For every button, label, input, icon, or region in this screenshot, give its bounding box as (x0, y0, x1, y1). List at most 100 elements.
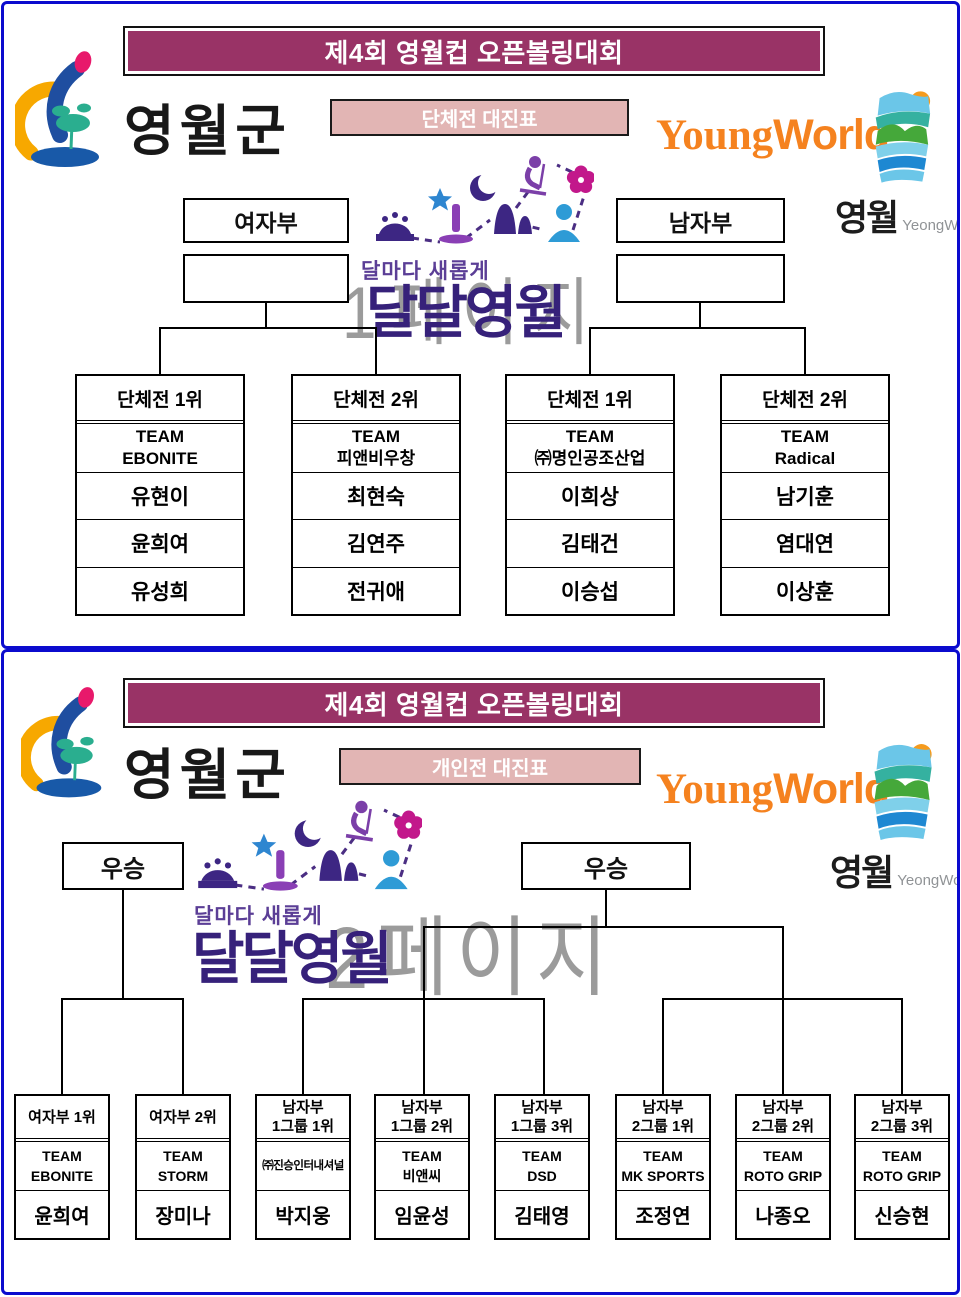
team-name-line2: ㈜명인공조산업 (534, 449, 646, 468)
team-name-line1: TEAM (565, 427, 615, 446)
rank-line1: 남자부 (401, 1099, 443, 1116)
yeongwol-county-wordmark: 영월군 (124, 744, 291, 806)
yeongwol-kr-text: 영월 (835, 197, 899, 238)
player-name: 임윤성 (394, 1206, 450, 1228)
entry-team: TEAM MK SPORTS (617, 1142, 709, 1191)
team-name-line1: TEAM (882, 1148, 922, 1164)
player-name: 이상훈 (776, 580, 834, 604)
title-banner: 제4회 영월컵 오픈볼링대회 (123, 26, 825, 76)
entry-rank: 남자부 2그룹 1위 (617, 1096, 709, 1139)
team-rank: 단체전 1위 (77, 376, 243, 421)
player-name: 유현이 (77, 473, 243, 521)
team-name-line1: TEAM (163, 1148, 203, 1164)
subtitle-banner: 개인전 대진표 (339, 748, 641, 785)
team-name-line2: STORM (157, 1168, 209, 1184)
winner-label: 우승 (100, 855, 146, 883)
team-name-line2: ㈜진승인터내셔널 (262, 1160, 344, 1172)
team-table: 단체전 1위 TEAM EBONITE 유현이 윤희여 유성희 (75, 374, 245, 616)
yeongwol-kr-text: 영월 (830, 852, 894, 893)
division-label: 남자부 (668, 209, 733, 236)
bracket-line (782, 998, 784, 1094)
double-divider (376, 1139, 468, 1142)
entry-rank: 남자부 1그룹 3위 (496, 1096, 588, 1139)
page-1-team-bracket: 제4회 영월컵 오픈볼링대회 영월군 단체전 대진표 YoungWorld (1, 1, 960, 649)
player-name: 이희상 (507, 473, 673, 521)
yeongwol-en-text: YeongWol (902, 217, 959, 234)
bracket-line (804, 327, 806, 376)
player-name: 염대연 (722, 520, 888, 568)
double-divider (137, 1139, 229, 1142)
team-name-line1: TEAM (522, 1148, 562, 1164)
player-name: 최현숙 (293, 473, 459, 521)
daldal-wordmark: 달달영월 (192, 927, 393, 991)
player-name: 신승현 (874, 1206, 930, 1228)
youngworld-logo: YoungWorld (656, 111, 890, 159)
double-divider (507, 421, 673, 424)
team-name: TEAM ㈜명인공조산업 (507, 424, 673, 473)
bracket-line (423, 926, 425, 1000)
team-name-line2: Radical (774, 449, 836, 468)
entry-rank: 남자부 2그룹 3위 (856, 1096, 948, 1139)
daldal-tagline: 달마다 새롭게 (361, 260, 490, 283)
bracket-line (589, 327, 591, 376)
player-name: 이승섭 (561, 580, 619, 604)
bracket-line (265, 302, 267, 329)
team-name-line2: 비앤씨 (402, 1168, 442, 1184)
entry-team: TEAM STORM (137, 1142, 229, 1191)
team-name: TEAM 피앤비우창 (293, 424, 459, 473)
team-table: 단체전 2위 TEAM 피앤비우창 최현숙 김연주 전귀애 (291, 374, 461, 616)
player-name: 장미나 (155, 1206, 211, 1228)
yeongwol-county-logo-icon (15, 51, 99, 167)
player-name: 전귀애 (347, 580, 405, 604)
bracket-line (302, 998, 304, 1094)
bracket-line (423, 998, 425, 1094)
entry-table: 남자부 1그룹 2위 TEAM 비앤씨 임윤성 (374, 1094, 470, 1240)
team-rank: 단체전 2위 (722, 376, 888, 421)
yeongwol-brand: 영월 YeongWol (835, 189, 959, 241)
player-name: 조정연 (635, 1206, 691, 1228)
player-name: 남기훈 (722, 473, 888, 521)
double-divider (737, 1139, 829, 1142)
bracket-line (375, 327, 377, 376)
team-table: 단체전 2위 TEAM Radical 남기훈 염대연 이상훈 (720, 374, 890, 616)
team-name-line1: TEAM (135, 427, 185, 446)
entry-rank: 여자부 2위 (137, 1096, 229, 1139)
entry-rank: 남자부 1그룹 1위 (257, 1096, 349, 1139)
team-name-line2: EBONITE (30, 1168, 94, 1184)
title-banner: 제4회 영월컵 오픈볼링대회 (123, 678, 825, 728)
page-2-individual-bracket: 제4회 영월컵 오픈볼링대회 영월군 개인전 대진표 YoungWorld (1, 649, 960, 1295)
daldal-tagline: 달마다 새롭게 (194, 905, 323, 928)
division-label: 여자부 (234, 209, 298, 236)
team-name: TEAM EBONITE (77, 424, 243, 473)
team-name-line1: TEAM (763, 1148, 803, 1164)
daldal-constellation-icon (198, 800, 422, 891)
team-name-line1: TEAM (780, 427, 830, 446)
team-rank: 단체전 1위 (507, 376, 673, 421)
team-name-line1: TEAM (402, 1148, 442, 1164)
youngworld-logo: YoungWorld (656, 765, 890, 813)
rank-line1: 여자부 1위 (28, 1108, 96, 1126)
entry-table: 여자부 1위 TEAM EBONITE 윤희여 (14, 1094, 110, 1240)
mountain-water-icon (875, 91, 931, 183)
entry-rank: 남자부 1그룹 2위 (376, 1096, 468, 1139)
double-divider (617, 1139, 709, 1142)
rank-line1: 여자부 2위 (149, 1108, 217, 1126)
winner-box-right: 우승 (521, 842, 691, 890)
bracket-line (901, 998, 903, 1094)
bracket-line (159, 327, 377, 329)
player-name: 박지웅 (275, 1206, 331, 1228)
youngworld-world-text: World (773, 111, 890, 159)
rank-line1: 남자부 (881, 1099, 923, 1116)
entry-rank: 여자부 1위 (16, 1096, 108, 1139)
rank-line2: 2그룹 1위 (631, 1118, 695, 1135)
rank-line1: 남자부 (642, 1099, 684, 1116)
team-name: TEAM Radical (722, 424, 888, 473)
entry-team: TEAM 비앤씨 (376, 1142, 468, 1191)
bracket-line (662, 998, 664, 1094)
rank-line2: 2그룹 2위 (751, 1118, 815, 1135)
rank-line1: 남자부 (282, 1099, 324, 1116)
youngworld-world-text: World (773, 765, 890, 813)
bracket-line (589, 327, 806, 329)
yeongwol-county-logo-icon (21, 687, 102, 798)
page-watermark: 1페이지 (342, 273, 604, 355)
